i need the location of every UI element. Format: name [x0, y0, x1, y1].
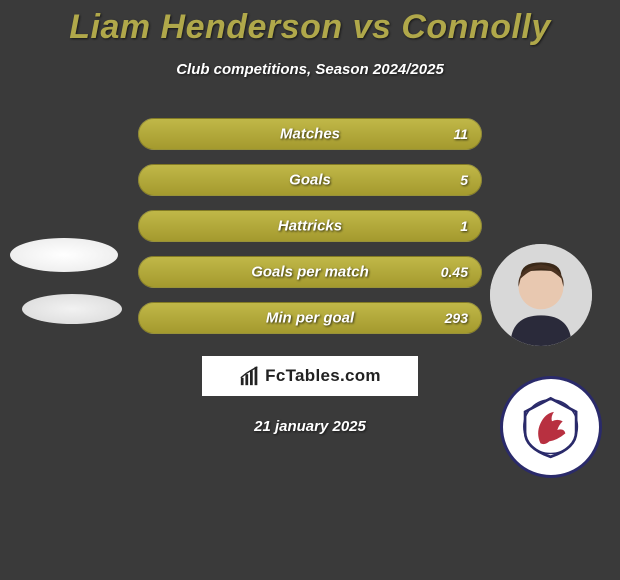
stat-row: Goals 5	[138, 164, 482, 196]
page-title: Liam Henderson vs Connolly	[0, 8, 620, 47]
player2-avatar	[490, 244, 592, 346]
brand-text: FcTables.com	[265, 366, 381, 386]
brand-badge[interactable]: FcTables.com	[202, 356, 418, 396]
stat-label: Goals	[289, 172, 331, 189]
stat-row: Matches 11	[138, 118, 482, 150]
player2-club-crest	[500, 376, 602, 478]
stat-row: Min per goal 293	[138, 302, 482, 334]
person-icon	[490, 244, 592, 346]
stat-value-right: 1	[460, 218, 468, 234]
stat-row: Hattricks 1	[138, 210, 482, 242]
stats-section: Matches 11 Goals 5 Hattricks 1 Goals per match…	[0, 118, 620, 334]
stat-label: Hattricks	[278, 218, 342, 235]
stat-label: Matches	[280, 126, 340, 143]
stat-value-right: 5	[460, 172, 468, 188]
stat-value-right: 11	[453, 126, 468, 142]
subtitle: Club competitions, Season 2024/2025	[0, 61, 620, 78]
player1-avatar-placeholder	[10, 238, 118, 272]
stat-row: Goals per match 0.45	[138, 256, 482, 288]
comparison-card: Liam Henderson vs Connolly Club competit…	[0, 0, 620, 435]
stat-value-right: 0.45	[441, 264, 468, 280]
stat-label: Min per goal	[266, 310, 354, 327]
stat-label: Goals per match	[251, 264, 369, 281]
stat-value-right: 293	[445, 310, 468, 326]
club-crest-icon	[517, 393, 584, 460]
chart-icon	[239, 365, 261, 387]
player1-club-placeholder	[22, 294, 122, 324]
